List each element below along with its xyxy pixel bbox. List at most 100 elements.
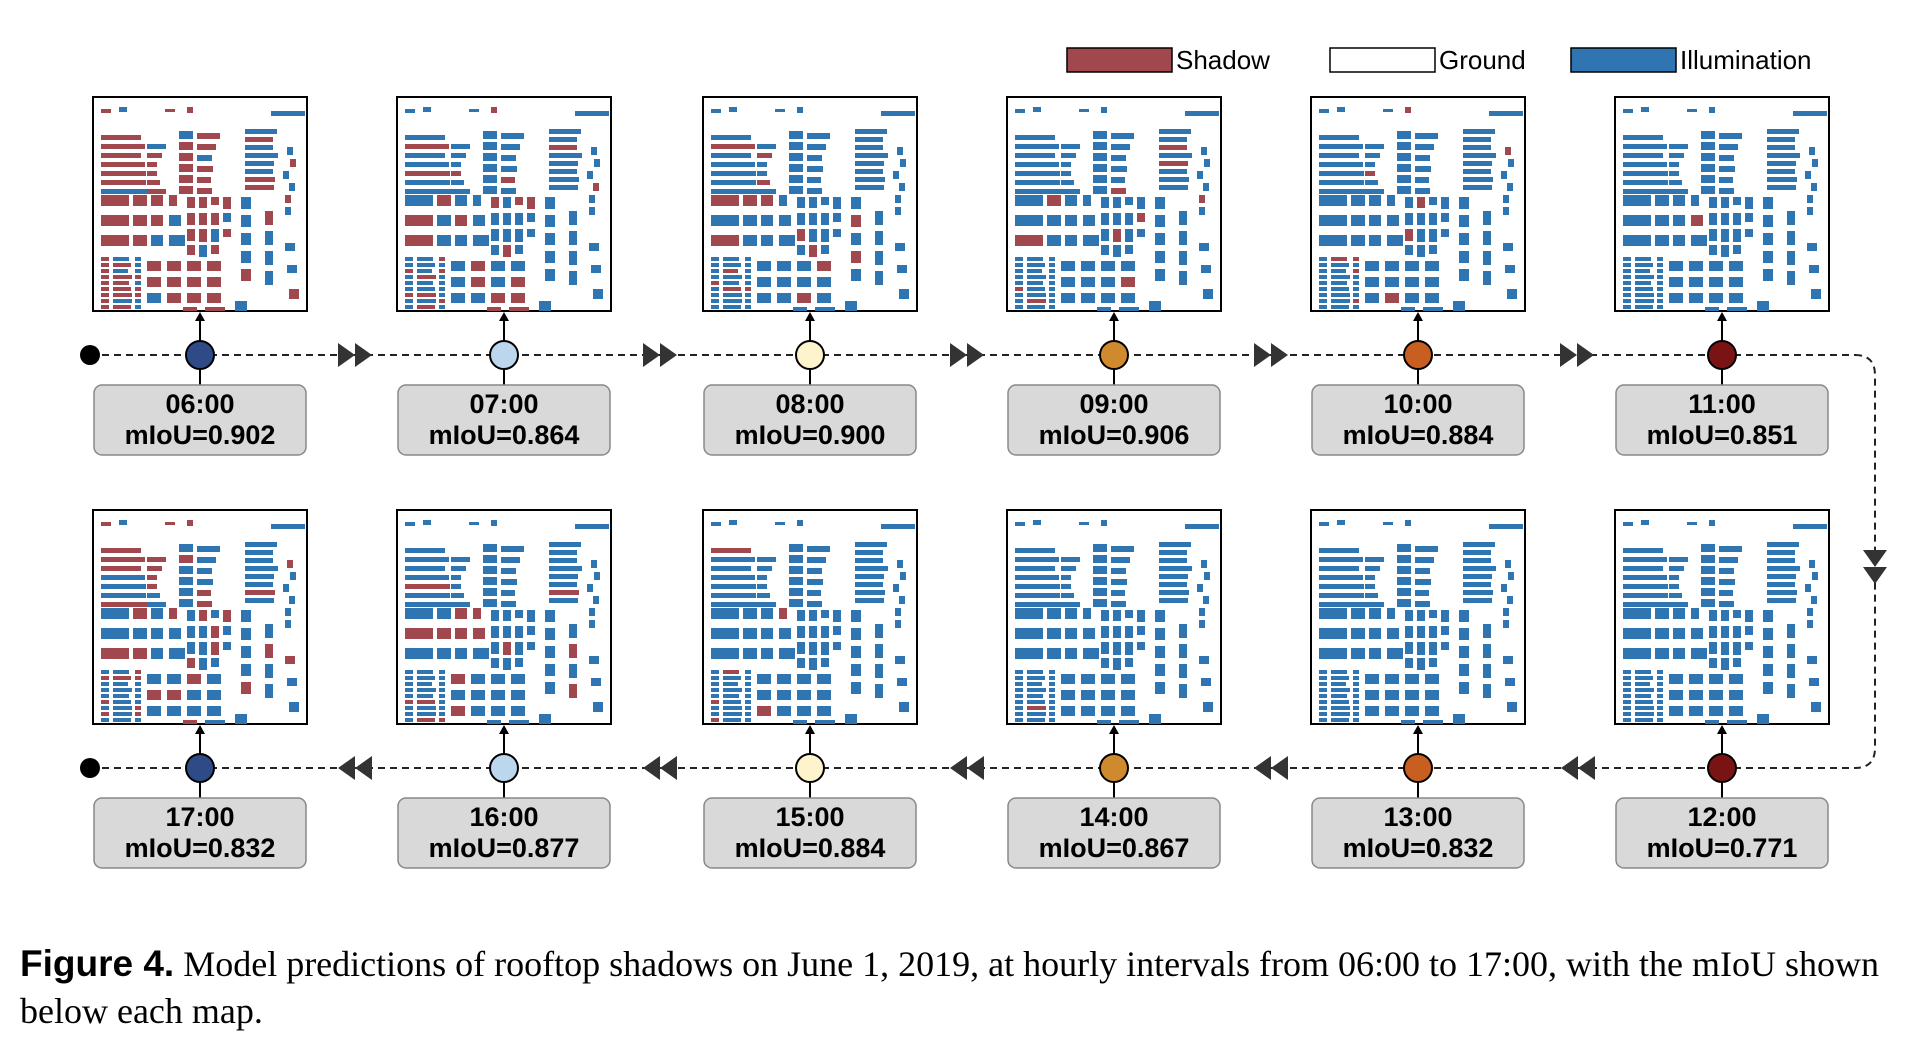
- building-rooftop: [113, 688, 132, 692]
- building-rooftop: [1721, 642, 1729, 655]
- building-rooftop: [1159, 558, 1187, 563]
- building-rooftop: [1763, 197, 1773, 209]
- building-rooftop: [1125, 642, 1133, 655]
- building-rooftop: [1397, 599, 1411, 607]
- building-rooftop: [1319, 269, 1327, 273]
- building-rooftop: [1807, 620, 1813, 628]
- building-rooftop: [757, 602, 776, 607]
- building-rooftop: [545, 646, 555, 658]
- building-rooftop: [1049, 281, 1055, 285]
- building-rooftop: [745, 688, 751, 692]
- miou-label: mIoU=0.771: [1647, 833, 1798, 863]
- building-rooftop: [1763, 610, 1773, 622]
- building-rooftop: [1719, 557, 1738, 563]
- building-rooftop: [1113, 626, 1121, 638]
- building-rooftop: [1331, 263, 1349, 267]
- building-rooftop: [245, 161, 274, 166]
- building-rooftop: [723, 257, 739, 261]
- building-rooftop: [855, 582, 883, 587]
- building-rooftop: [265, 664, 273, 678]
- building-rooftop: [711, 593, 756, 598]
- building-rooftop: [1807, 608, 1813, 616]
- miou-label: mIoU=0.832: [1343, 833, 1494, 863]
- building-rooftop: [491, 261, 505, 271]
- building-rooftop: [1353, 682, 1359, 686]
- time-dot: [1707, 753, 1737, 783]
- building-rooftop: [439, 688, 445, 692]
- building-rooftop: [1015, 109, 1025, 113]
- building-rooftop: [817, 706, 831, 716]
- building-rooftop: [405, 682, 413, 686]
- building-rooftop: [265, 644, 273, 658]
- building-rooftop: [1459, 215, 1469, 227]
- building-rooftop: [549, 185, 578, 190]
- building-rooftop: [405, 195, 433, 206]
- building-rooftop: [101, 676, 109, 680]
- building-rooftop: [1027, 299, 1046, 303]
- building-rooftop: [1623, 281, 1631, 285]
- building-rooftop: [1635, 718, 1653, 722]
- building-rooftop: [1463, 558, 1491, 563]
- building-rooftop: [1179, 664, 1187, 678]
- time-label-box: [1311, 797, 1525, 869]
- building-rooftop: [135, 281, 141, 285]
- building-rooftop: [833, 626, 841, 635]
- building-rooftop: [285, 608, 291, 616]
- building-rooftop: [761, 628, 773, 639]
- building-rooftop: [527, 197, 535, 209]
- building-rooftop: [1101, 610, 1109, 621]
- building-rooftop: [1201, 265, 1211, 273]
- time-label-box: [1615, 797, 1829, 869]
- building-rooftop: [1061, 566, 1076, 571]
- building-rooftop: [711, 682, 719, 686]
- building-rooftop: [187, 658, 195, 668]
- building-rooftop: [1385, 706, 1399, 716]
- building-rooftop: [569, 231, 577, 245]
- building-rooftop: [1155, 233, 1165, 245]
- building-rooftop: [1365, 162, 1375, 167]
- building-rooftop: [101, 593, 146, 598]
- building-rooftop: [405, 694, 413, 698]
- building-rooftop: [711, 287, 719, 291]
- building-rooftop: [549, 558, 577, 563]
- building-rooftop: [1061, 261, 1075, 271]
- building-rooftop: [1101, 642, 1109, 654]
- building-rooftop: [405, 269, 413, 273]
- building-rooftop: [451, 690, 465, 700]
- building-rooftop: [1507, 183, 1513, 191]
- building-rooftop: [405, 648, 433, 659]
- building-rooftop: [711, 215, 739, 226]
- building-rooftop: [1015, 293, 1023, 297]
- building-rooftop: [1657, 293, 1663, 297]
- building-rooftop: [1061, 674, 1075, 684]
- building-rooftop: [779, 235, 795, 246]
- building-rooftop: [789, 588, 803, 596]
- building-rooftop: [1319, 676, 1327, 680]
- building-rooftop: [757, 593, 770, 598]
- building-rooftop: [1459, 646, 1469, 658]
- building-rooftop: [439, 700, 445, 704]
- building-rooftop: [1159, 161, 1188, 166]
- building-rooftop: [283, 171, 289, 179]
- building-rooftop: [1061, 162, 1071, 167]
- building-rooftop: [1093, 555, 1107, 563]
- building-rooftop: [1635, 700, 1653, 704]
- building-rooftop: [1729, 277, 1743, 287]
- building-rooftop: [549, 153, 582, 158]
- building-rooftop: [290, 159, 296, 167]
- building-rooftop: [1061, 293, 1075, 303]
- building-rooftop: [515, 229, 523, 242]
- building-rooftop: [241, 646, 251, 658]
- building-rooftop: [711, 648, 739, 659]
- building-rooftop: [1385, 674, 1399, 684]
- building-rooftop: [895, 207, 901, 215]
- building-rooftop: [1657, 263, 1663, 267]
- building-rooftop: [113, 263, 131, 267]
- building-rooftop: [1331, 299, 1350, 303]
- legend: Shadow Ground Illumination: [1066, 45, 1812, 75]
- building-rooftop: [1459, 664, 1469, 676]
- building-rooftop: [483, 164, 497, 172]
- building-rooftop: [1015, 648, 1043, 659]
- building-rooftop: [1015, 287, 1023, 291]
- building-rooftop: [1047, 235, 1061, 246]
